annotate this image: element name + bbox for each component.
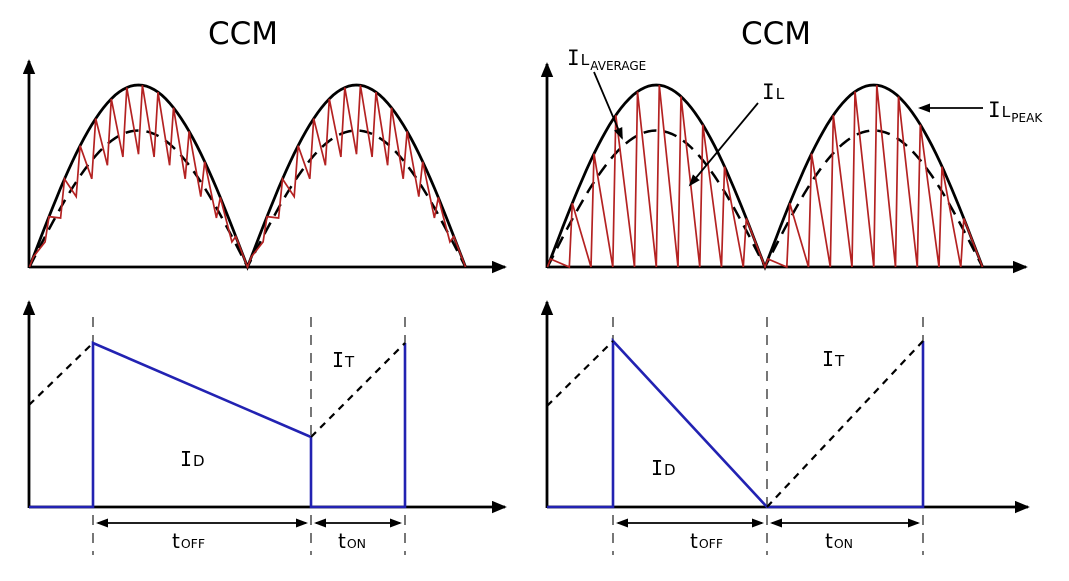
title-ccm-right: CCM xyxy=(741,16,811,52)
label-il-peak: ILPEAK xyxy=(988,98,1043,125)
annotation-arrow-il_average xyxy=(593,71,623,140)
transistor-current-dashed-curve xyxy=(766,340,924,508)
transistor-current-dashed-curve xyxy=(28,342,94,406)
chart-inductor-current-ccm-right xyxy=(540,62,1028,274)
transistor-current-dashed-curve xyxy=(546,340,614,407)
label-id-left: ID xyxy=(180,447,205,471)
annotation-arrow-il xyxy=(688,102,759,187)
inductor-ripple-current-curve xyxy=(28,85,467,270)
transistor-current-dashed-curve xyxy=(310,342,406,438)
diode-current-curve xyxy=(547,337,925,509)
title-ccm-left: CCM xyxy=(208,16,278,52)
inductor-ripple-current-curve xyxy=(546,85,984,270)
chart-switch-currents-left xyxy=(22,300,507,555)
label-it-left: IT xyxy=(332,348,355,372)
chart-switch-currents-right xyxy=(540,300,1030,555)
label-id-right: ID xyxy=(651,456,676,480)
peak-envelope-curve xyxy=(28,83,467,271)
label-t-on-left: tON xyxy=(338,529,366,553)
average-current-curve xyxy=(28,129,467,270)
label-t-off-left: tOFF xyxy=(172,529,205,553)
label-t-off-right: tOFF xyxy=(690,529,723,553)
label-t-on-right: tON xyxy=(825,529,853,553)
label-it-right: IT xyxy=(822,347,845,371)
chart-inductor-current-ccm-left xyxy=(22,59,507,274)
label-il: IL xyxy=(762,80,785,104)
label-il-average: ILAVERAGE xyxy=(567,46,646,73)
